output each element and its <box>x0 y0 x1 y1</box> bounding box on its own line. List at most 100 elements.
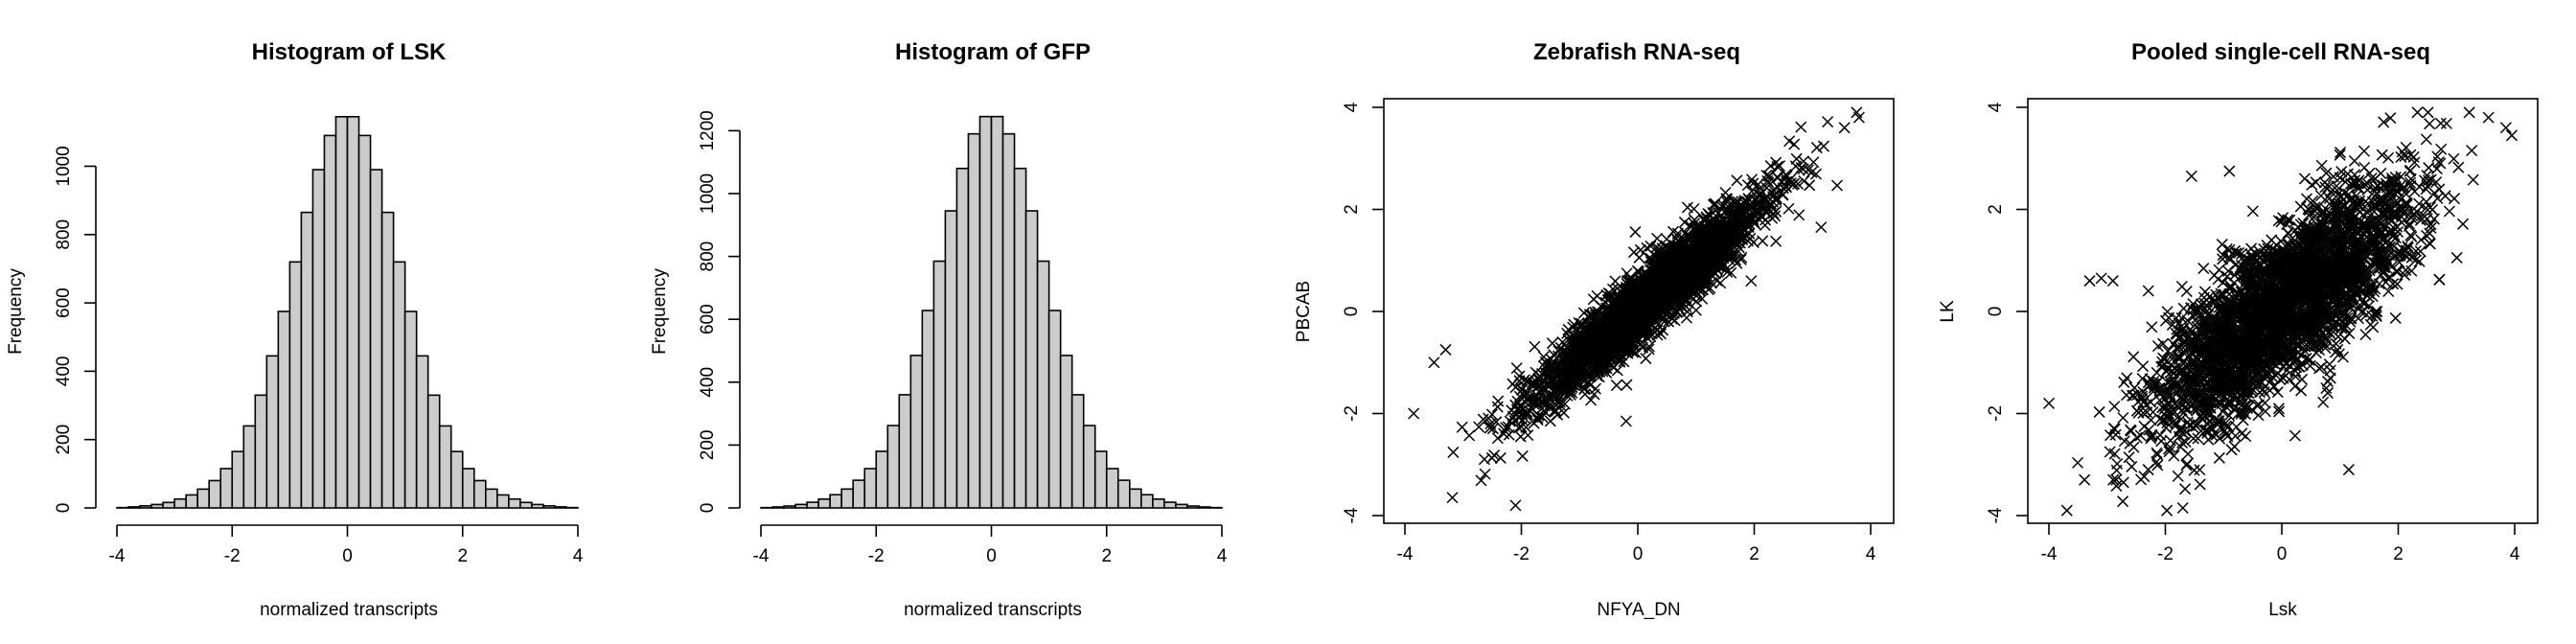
scatter-point <box>1516 449 1529 462</box>
histogram-bar <box>531 503 544 509</box>
pooled-scatter-chart: Pooled single-cell RNA-seq-4 -2 0 2 4Lsk-4-2… <box>1938 39 2539 620</box>
scatter-point <box>1686 245 1698 259</box>
histogram-bar <box>1175 503 1188 509</box>
histogram-bar <box>357 134 372 509</box>
scatter-point <box>1635 270 1647 283</box>
scatter-point <box>1721 193 1734 205</box>
scatter-point <box>2335 166 2348 178</box>
scatter-point <box>2128 351 2140 363</box>
histogram-bar <box>921 310 935 509</box>
y-tick-label: 4 <box>1342 102 1362 112</box>
scatter-point <box>1745 199 1758 212</box>
scatter-point <box>1653 262 1666 274</box>
scatter-point <box>1587 293 1599 306</box>
scatter-point <box>1622 310 1634 324</box>
histogram-bar <box>806 501 819 509</box>
scatter-point <box>2499 122 2512 134</box>
histogram-bar <box>369 169 383 509</box>
chart-title: Pooled single-cell RNA-seq <box>2131 39 2430 65</box>
scatter-point <box>1852 111 1865 124</box>
x-tick-label: 4 <box>573 546 584 566</box>
histogram-bar <box>150 503 164 509</box>
y-tick-label: 600 <box>54 288 74 318</box>
y-tick-label: 200 <box>698 430 718 461</box>
x-axis: -4 -2 0 2 4 <box>1397 523 1876 564</box>
scatter-point <box>1766 191 1779 203</box>
x-axis-label: normalized transcripts <box>260 600 438 620</box>
scatter-point <box>1771 160 1783 172</box>
scatter-point <box>1605 349 1618 361</box>
scatter-point <box>1736 234 1749 246</box>
histogram-bar <box>886 425 901 509</box>
scatter-point <box>1484 422 1496 434</box>
scatter-point <box>1793 164 1806 176</box>
scatter-point <box>1699 266 1712 279</box>
histogram-bar <box>1140 494 1154 509</box>
scatter-point <box>1592 306 1604 318</box>
histogram-bar <box>461 468 475 509</box>
scatter-point <box>2426 203 2439 216</box>
scatter-point <box>1607 310 1620 322</box>
scatter-point <box>2155 435 2168 448</box>
histogram-bar <box>173 497 187 509</box>
histogram-bar <box>1163 501 1177 509</box>
scatter-point <box>1773 160 1786 172</box>
x-tick-label: 0 <box>1633 544 1644 564</box>
scatter-point <box>1708 266 1720 279</box>
scatter-point <box>2157 337 2170 350</box>
histogram-bar <box>472 479 487 509</box>
scatter-point <box>1704 218 1716 230</box>
scatter-point <box>1556 336 1569 349</box>
histogram-bar <box>380 211 395 509</box>
histogram-bar <box>346 115 360 509</box>
scatter-point <box>1634 294 1646 307</box>
scatter-point <box>1706 217 1718 229</box>
scatter-point <box>2450 251 2463 264</box>
scatter-point <box>1809 168 1823 180</box>
scatter-point <box>2197 263 2210 275</box>
histogram-bar <box>1105 468 1119 509</box>
scatter-point <box>1822 116 1834 128</box>
scatter-point <box>1491 401 1504 413</box>
scatter-point <box>2138 420 2150 432</box>
scatter-point <box>2142 285 2154 297</box>
scatter-point <box>2317 335 2330 348</box>
scatter-point <box>1788 138 1801 150</box>
scatter-point <box>2300 193 2313 205</box>
x-axis: -4 -2 0 2 4 <box>109 524 584 566</box>
y-tick-label: 400 <box>54 356 74 387</box>
scatter-point <box>1526 395 1538 407</box>
scatter-point <box>1564 388 1576 402</box>
scatter-point <box>2273 405 2286 418</box>
scatter-point <box>1629 226 1642 239</box>
x-tick-label: 4 <box>1866 544 1876 564</box>
scatter-point <box>1522 429 1534 442</box>
histogram-bar <box>978 115 993 509</box>
scatter-point <box>1606 327 1619 339</box>
scatter-point <box>2125 425 2137 437</box>
scatter-point <box>2414 245 2426 258</box>
scatter-point <box>1552 375 1564 387</box>
scatter-point <box>2177 302 2190 314</box>
x-tick-label: -2 <box>224 546 241 566</box>
scatter-point <box>1635 337 1647 350</box>
scatter-point <box>1777 189 1789 201</box>
scatter-point <box>1782 202 1795 215</box>
scatter-point <box>1512 422 1525 434</box>
scatter-point <box>1545 360 1557 373</box>
scatter-point <box>1558 371 1571 383</box>
scatter-point <box>1581 334 1594 347</box>
histogram-bar <box>484 488 498 509</box>
scatter-point <box>1527 377 1539 389</box>
scatter-point <box>1463 429 1476 442</box>
scatter-point <box>1542 392 1554 404</box>
scatter-point <box>1640 353 1652 365</box>
histogram-bar <box>508 497 521 509</box>
scatter-point <box>2434 117 2447 129</box>
scatter-point <box>1509 499 1522 512</box>
histogram-bar <box>127 506 141 509</box>
scatter-point <box>1732 196 1744 208</box>
histogram-bar <box>783 505 796 509</box>
scatter-point <box>1806 166 1818 178</box>
